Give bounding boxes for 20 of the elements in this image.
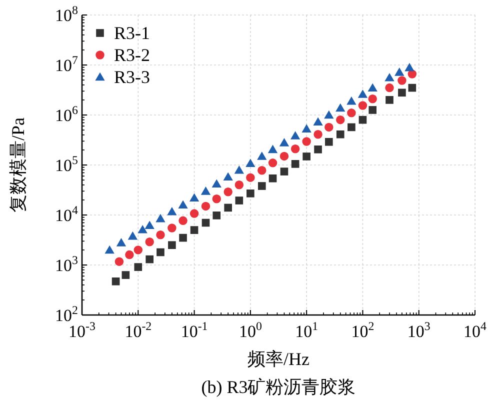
y-tick-label: 10$^{7}$ [55,53,78,75]
x-tick-label: 10$^{3}$ [407,319,430,341]
y-axis-title: 复数模量/Pa [8,117,28,213]
y-tick-label: 10$^{8}$ [55,3,78,25]
x-tick-label: 10$^{1}$ [295,319,318,341]
x-tick-label: 10$^{4}$ [464,319,487,341]
y-tick-label: 10$^{3}$ [55,253,78,275]
x-tick-label: 10$^{-2}$ [124,319,152,341]
legend-label: R3-2 [114,45,150,65]
y-tick-label: 10$^{5}$ [55,153,78,175]
x-tick-label: 10$^{0}$ [238,319,262,341]
legend-label: R3-3 [114,67,150,87]
x-tick-label: 10$^{2}$ [351,319,374,341]
text: (b) R3矿粉沥青胶浆 [201,377,356,397]
y-tick-label: 10$^{6}$ [55,103,78,125]
x-tick-label: 10$^{-1}$ [180,319,208,341]
x-axis-title: 频率/Hz [248,349,310,369]
y-tick-label: 10$^{4}$ [55,203,78,225]
legend-label: R3-1 [114,23,150,43]
y-tick-label: 10$^{2}$ [55,303,78,325]
